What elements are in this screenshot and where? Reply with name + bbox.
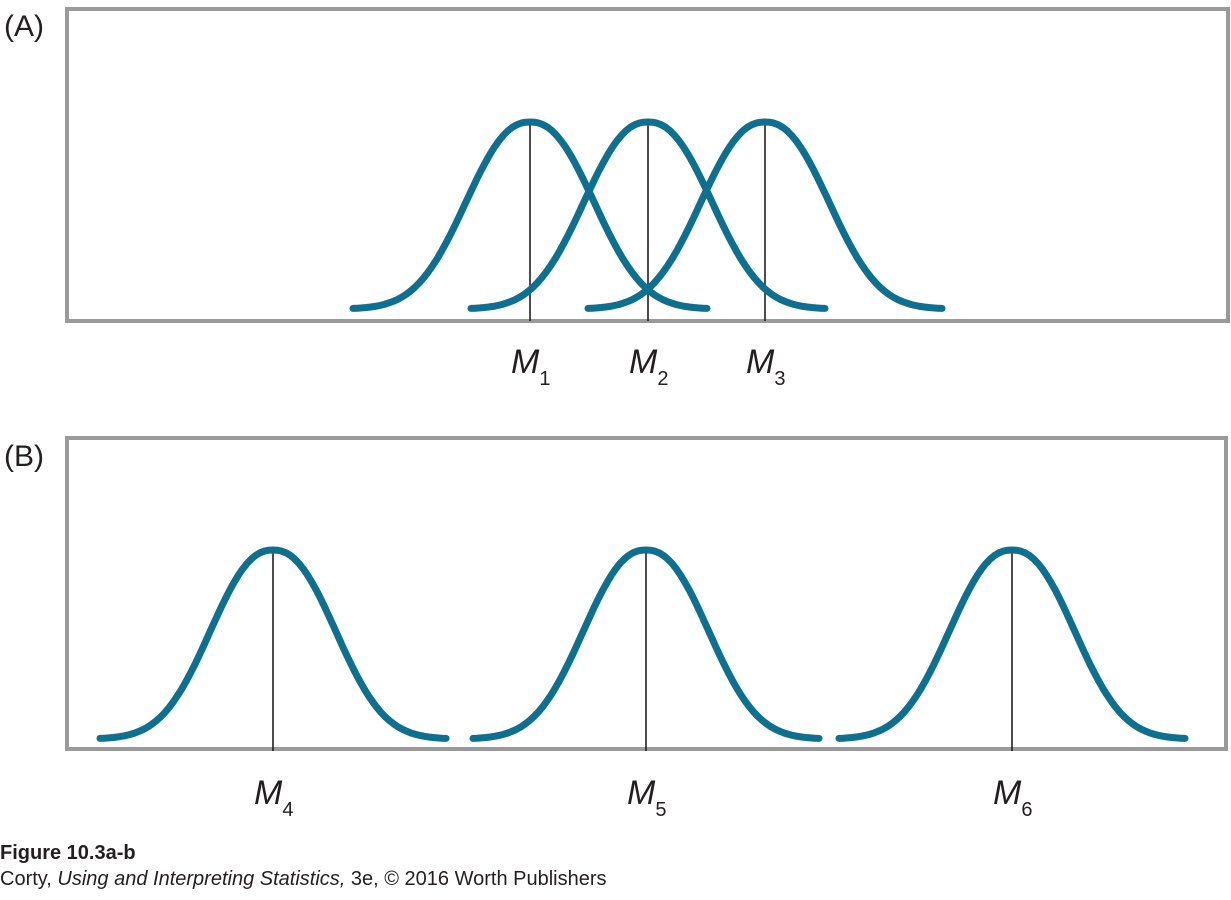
mean-label-1: M1 xyxy=(511,343,550,390)
panel-a-mean-labels: M1 M2 M3 xyxy=(511,343,785,390)
figure-caption-credit: Corty, Using and Interpreting Statistics… xyxy=(0,868,607,891)
credit-author: Corty, xyxy=(0,868,58,890)
mean-label-3: M3 xyxy=(746,343,785,390)
panel-a-bell-curve-3 xyxy=(584,118,946,312)
panel-a: (A) M1 M2 M3 xyxy=(4,7,1230,390)
mean-label-4: M4 xyxy=(254,774,293,821)
panel-a-bell-curve-2 xyxy=(467,118,829,312)
panel-b: (B) M4 M5 M6 xyxy=(4,436,1228,821)
mean-label-6: M6 xyxy=(993,774,1032,821)
panel-b-bell-curve-3 xyxy=(835,546,1189,742)
figure-caption-title: Figure 10.3a-b xyxy=(0,842,136,864)
panel-b-bell-curve-2 xyxy=(469,546,823,742)
mean-label-2: M2 xyxy=(629,343,668,390)
panel-b-curves xyxy=(96,546,1189,751)
credit-book-title: Using and Interpreting Statistics, xyxy=(57,868,346,890)
panel-b-label: (B) xyxy=(4,440,44,473)
panel-b-mean-labels: M4 M5 M6 xyxy=(254,774,1032,821)
credit-publisher: 3e, © 2016 Worth Publishers xyxy=(345,868,607,890)
mean-label-5: M5 xyxy=(627,774,666,821)
panel-a-curves xyxy=(349,118,946,321)
panel-a-label: (A) xyxy=(4,10,44,43)
panel-b-bell-curve-1 xyxy=(96,546,450,742)
